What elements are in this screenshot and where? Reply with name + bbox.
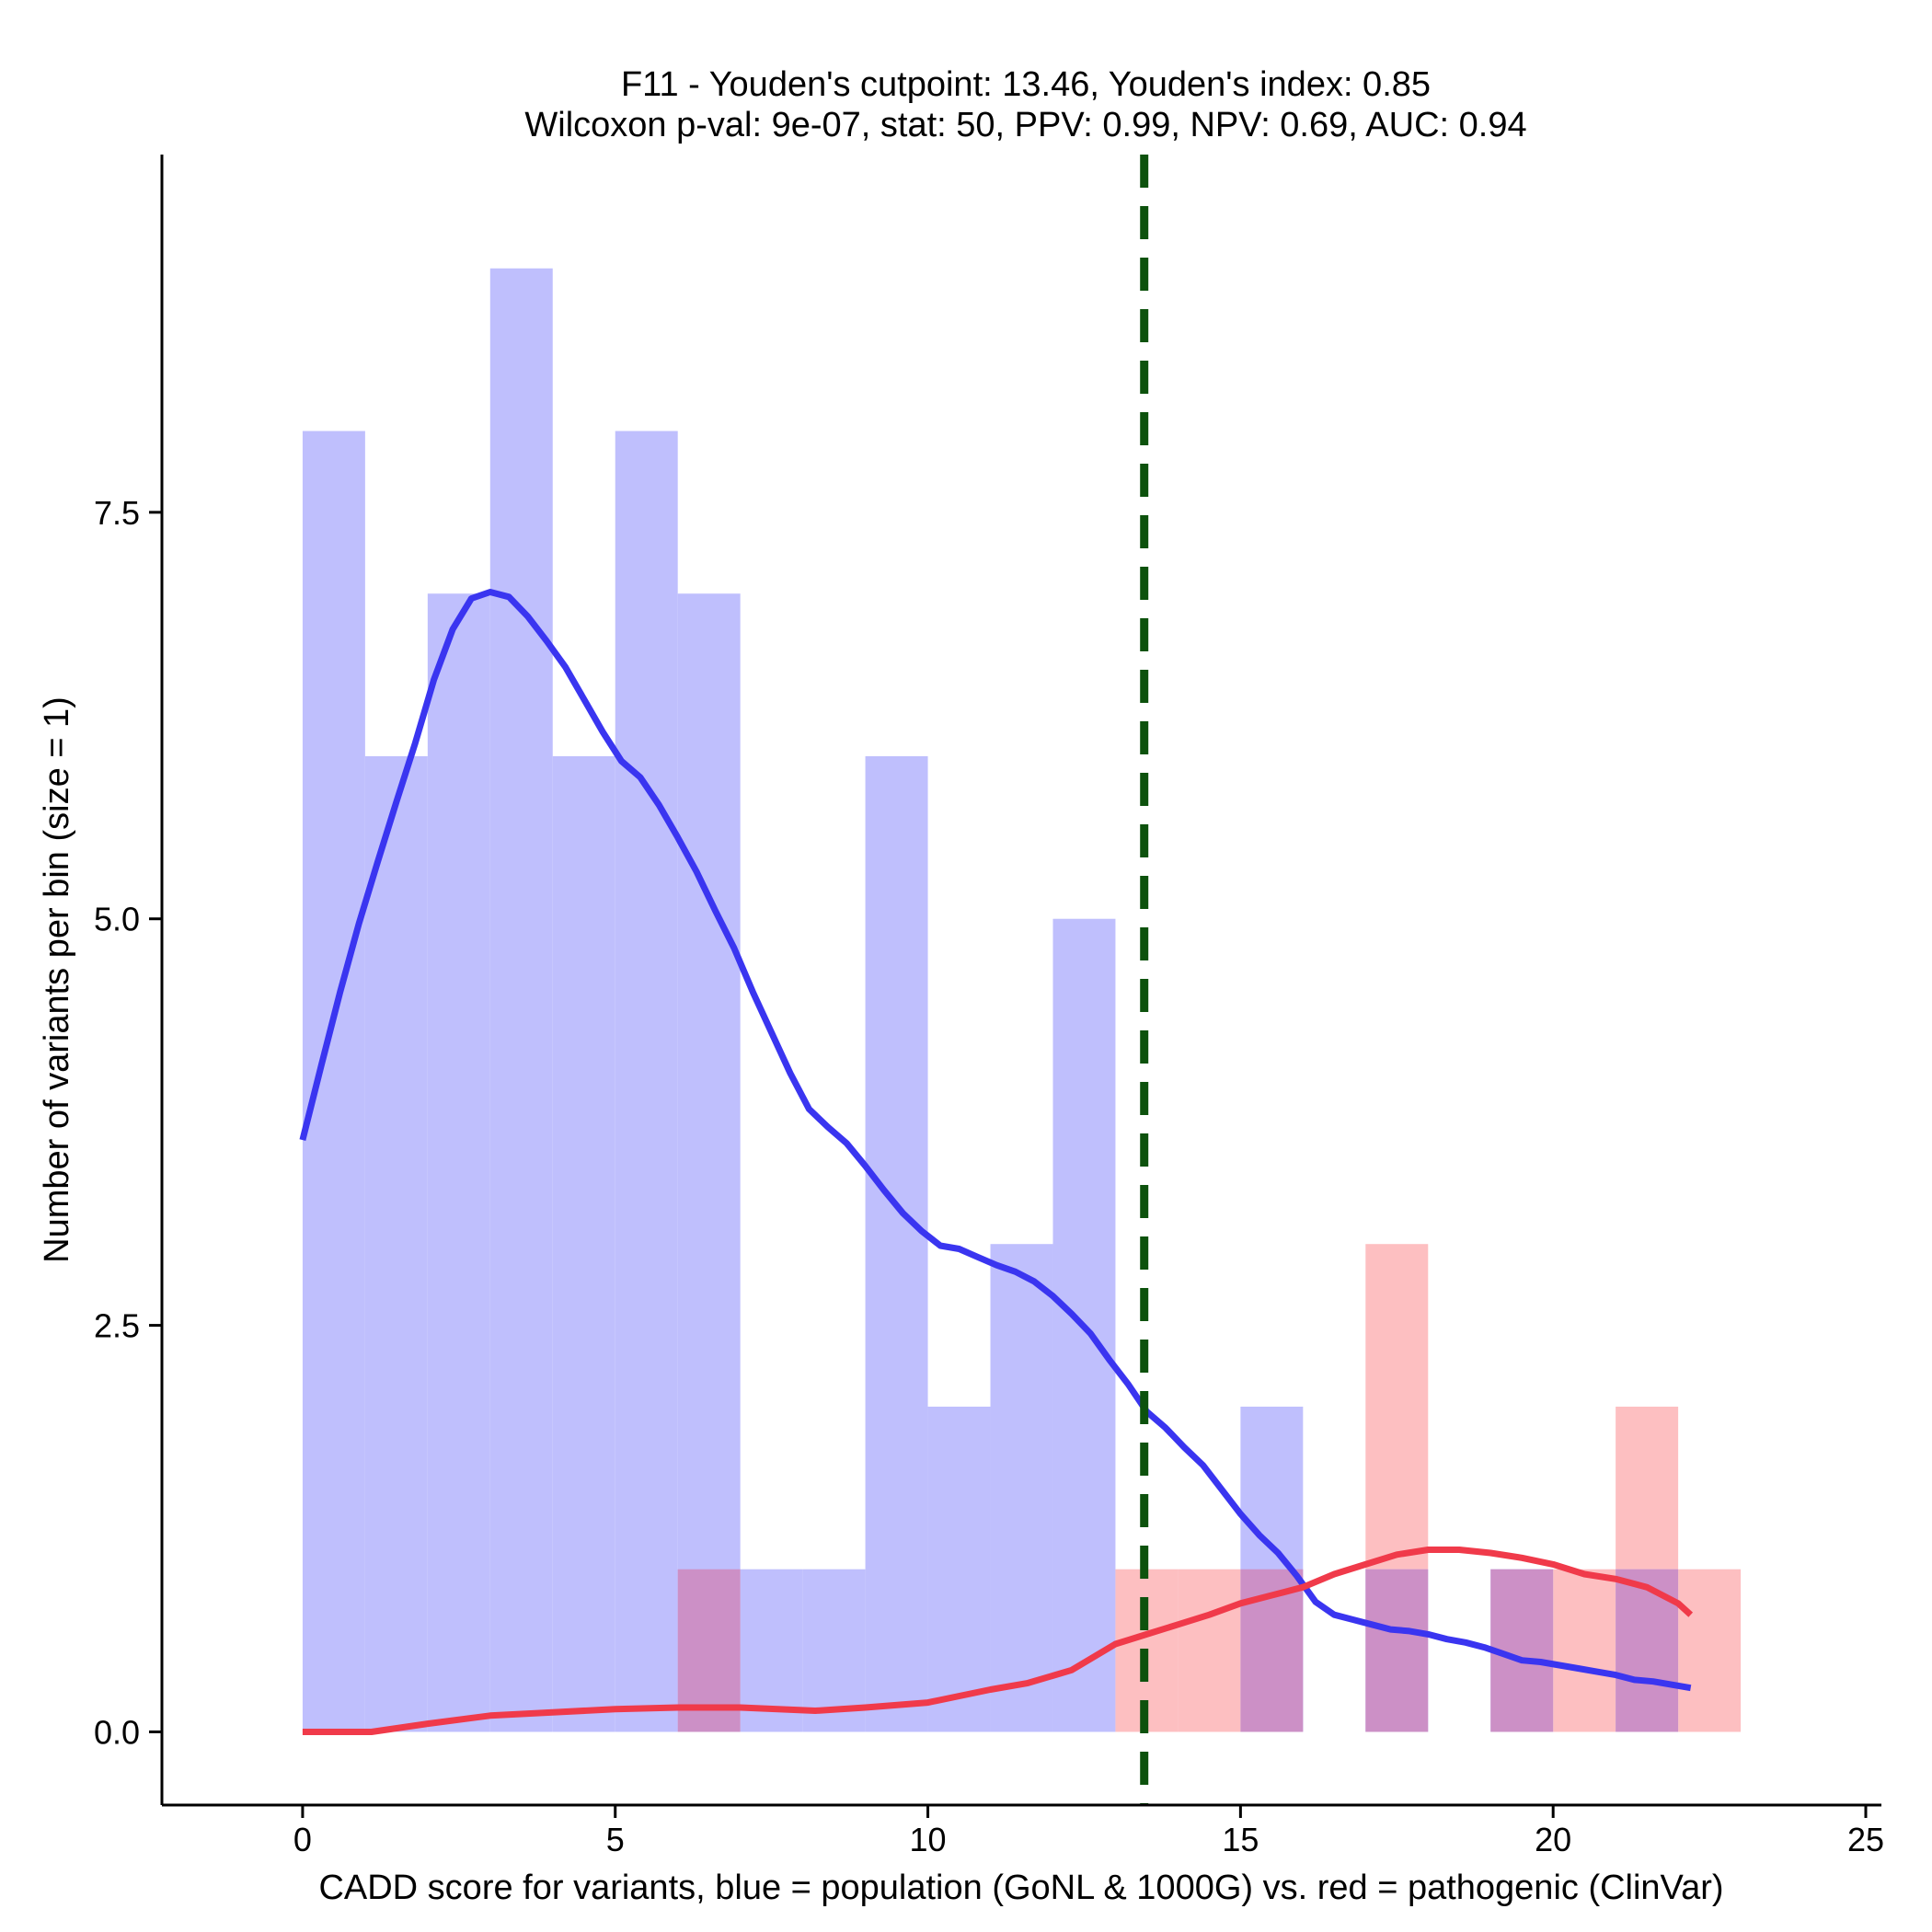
pathogenic-bars-group <box>1115 1244 1742 1732</box>
population-bars-group <box>302 268 1679 1732</box>
population-bar-3 <box>489 268 553 1732</box>
x-tick-label-20: 20 <box>1535 1821 1571 1858</box>
overlap-bars-group <box>677 1569 1679 1732</box>
chart-title-line2: Wilcoxon p-val: 9e-07, stat: 50, PPV: 0.… <box>524 106 1526 144</box>
y-axis-label: Number of variants per bin (size = 1) <box>38 696 76 1263</box>
y-axis-ticks: 0.0 2.5 5.0 7.5 <box>94 494 162 1751</box>
chart-title-line1: F11 - Youden's cutpoint: 13.46, Youden's… <box>621 65 1431 104</box>
pathogenic-density-line <box>302 1547 1694 1735</box>
pathogenic-bar-21 <box>1616 1406 1679 1570</box>
population-bar-5 <box>615 431 678 1732</box>
population-bar-8 <box>802 1569 866 1732</box>
x-tick-label-15: 15 <box>1222 1821 1259 1858</box>
x-axis-ticks: 0 5 10 15 20 25 <box>293 1805 1884 1858</box>
pathogenic-bar-17 <box>1365 1244 1429 1570</box>
x-tick-label-0: 0 <box>293 1821 312 1858</box>
population-density-line <box>299 589 1692 1692</box>
overlap-bar-17 <box>1365 1569 1429 1732</box>
overlap-bar-21 <box>1616 1569 1679 1732</box>
y-tick-label-5: 5.0 <box>94 901 140 938</box>
x-axis-label: CADD score for variants, blue = populati… <box>318 1869 1723 1907</box>
pathogenic-bar-20 <box>1553 1569 1616 1732</box>
x-tick-label-10: 10 <box>910 1821 947 1858</box>
population-bar-10 <box>927 1406 991 1732</box>
pathogenic-bar-14 <box>1178 1569 1241 1732</box>
population-bar-6 <box>677 593 741 1732</box>
population-bar-9 <box>865 755 928 1732</box>
y-tick-label-0: 0.0 <box>94 1713 140 1751</box>
pathogenic-bar-22 <box>1678 1569 1742 1732</box>
x-tick-label-5: 5 <box>606 1821 625 1858</box>
population-bar-2 <box>427 593 490 1732</box>
y-tick-label-2.5: 2.5 <box>94 1307 140 1345</box>
population-bar-11 <box>990 1244 1053 1732</box>
population-bar-0 <box>302 431 365 1732</box>
population-bar-1 <box>364 755 428 1732</box>
x-tick-label-25: 25 <box>1847 1821 1884 1858</box>
population-bar-4 <box>552 755 615 1732</box>
y-tick-label-7.5: 7.5 <box>94 494 140 532</box>
